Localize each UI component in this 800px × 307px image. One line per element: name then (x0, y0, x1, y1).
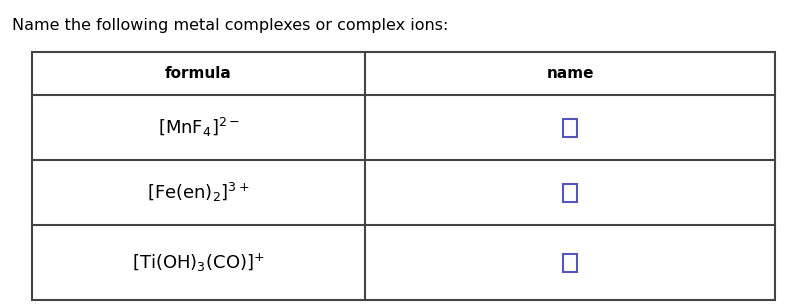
Text: Name the following metal complexes or complex ions:: Name the following metal complexes or co… (12, 18, 448, 33)
Text: $\left[\mathrm{MnF_4}\right]^{2-}$: $\left[\mathrm{MnF_4}\right]^{2-}$ (158, 116, 239, 139)
Text: formula: formula (165, 66, 232, 81)
Bar (563, 254, 577, 271)
Text: name: name (546, 66, 594, 81)
Bar (32, 52, 775, 300)
Bar (563, 184, 577, 201)
Bar (563, 119, 577, 137)
Text: $\left[\mathrm{Ti(OH)_3(CO)}\right]^{+}$: $\left[\mathrm{Ti(OH)_3(CO)}\right]^{+}$ (132, 251, 265, 274)
Text: $\left[\mathrm{Fe(en)_2}\right]^{3+}$: $\left[\mathrm{Fe(en)_2}\right]^{3+}$ (147, 181, 250, 204)
